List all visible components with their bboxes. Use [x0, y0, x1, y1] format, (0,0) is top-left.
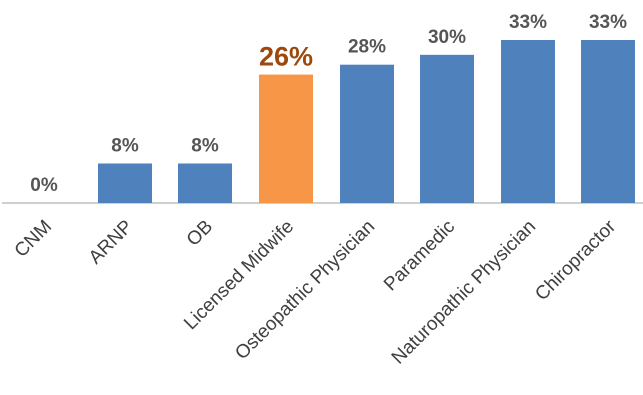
value-label-0: 0%	[30, 175, 58, 196]
value-label-1: 8%	[111, 135, 139, 156]
bar-7	[581, 40, 635, 203]
category-label-2: OB	[183, 216, 217, 250]
value-label-3: 26%	[259, 42, 313, 72]
bar-2	[178, 163, 232, 203]
category-label-0: CNM	[11, 216, 56, 261]
bar-6	[501, 40, 555, 203]
bar-4	[340, 65, 394, 203]
value-label-5: 30%	[428, 27, 466, 48]
bar-3	[259, 75, 313, 203]
value-label-4: 28%	[348, 37, 386, 58]
bar-5	[420, 55, 474, 203]
category-label-1: ARNP	[85, 216, 137, 268]
category-label-6: Naturopathic Physician	[388, 216, 540, 368]
bars-group	[98, 40, 635, 203]
value-label-2: 8%	[191, 135, 219, 156]
category-label-5: Paramedic	[380, 216, 459, 295]
category-label-7: Chiropractor	[531, 216, 620, 305]
value-label-7: 33%	[589, 12, 627, 33]
category-label-4: Osteopathic Physician	[231, 216, 379, 364]
value-label-6: 33%	[509, 12, 547, 33]
bar-1	[98, 163, 152, 203]
